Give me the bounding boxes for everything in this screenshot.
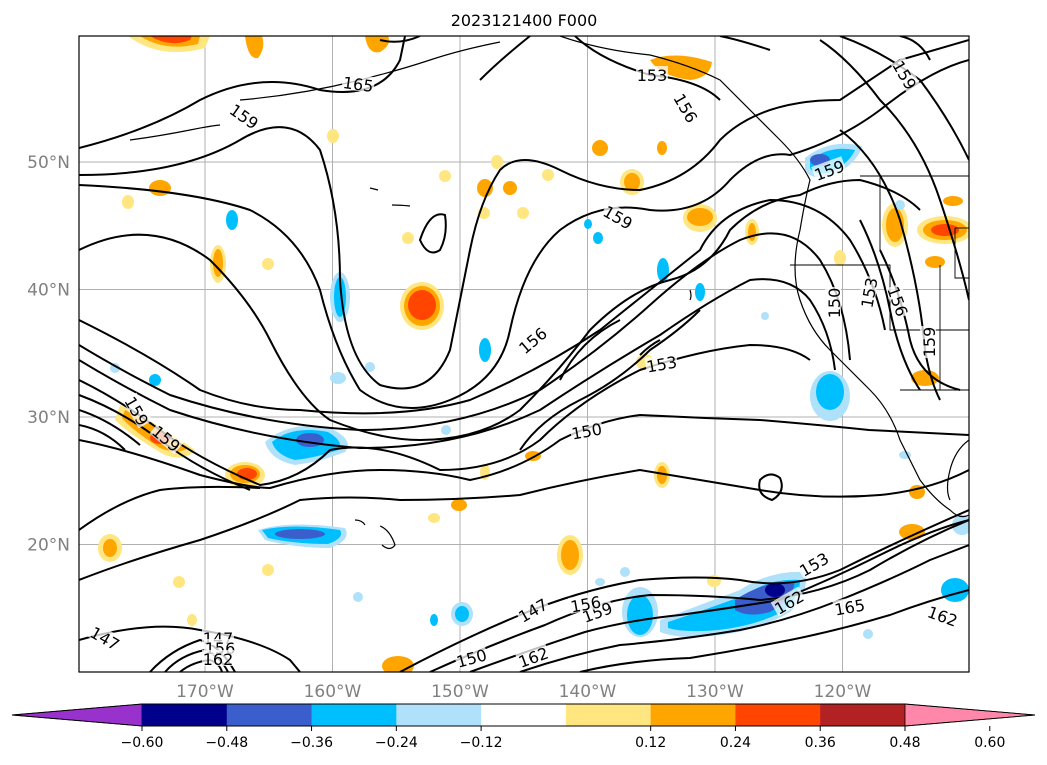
colorbar-segment [650, 704, 736, 726]
contour-label-background [920, 326, 936, 358]
latitude-tick-label: 20°N [27, 536, 70, 556]
contour-label-background [514, 594, 551, 625]
longitude-tick-label: 130°W [686, 682, 744, 702]
contour-label-background [770, 586, 807, 617]
contour-label-background [149, 421, 185, 455]
colorbar-tick-label: −0.36 [290, 735, 333, 751]
colorbar-segment [226, 704, 313, 726]
colorbar-tick-label: −0.12 [460, 735, 503, 751]
contour-label-background [644, 352, 679, 374]
contour-label-background [832, 595, 867, 617]
contour-label-background [857, 275, 879, 310]
colorbar-tick-label: 0.60 [974, 735, 1005, 751]
contour-label: 165 [342, 73, 375, 96]
colorbar-tick-label: −0.60 [121, 735, 164, 751]
contour-label-background [671, 89, 702, 126]
colorbar-tick-label: −0.48 [205, 735, 248, 751]
contour-label: 153 [637, 66, 668, 85]
longitude-tick-labels: 170°W 160°W 150°W 140°W 130°W 120°W [176, 682, 871, 702]
colorbar-segment [820, 704, 906, 726]
height-contours [79, 36, 969, 672]
contour-label-background [600, 201, 637, 232]
colorbar-extend-low [11, 703, 143, 727]
contour-label-background [122, 392, 153, 429]
contour-label: 159 [920, 327, 939, 358]
latitude-tick-label: 50°N [27, 153, 70, 173]
colorbar-tick-label: −0.24 [375, 735, 418, 751]
colorbar-segment [735, 704, 821, 726]
colorbar-segment [142, 704, 228, 726]
contour-label-background [890, 56, 921, 93]
contour-label-background [811, 156, 847, 183]
longitude-tick-label: 160°W [304, 682, 362, 702]
contour-label-background [569, 419, 604, 441]
colorbar-segment [481, 704, 567, 726]
contour-label-background [579, 598, 615, 625]
colorbar-tick-label: 0.12 [635, 735, 666, 751]
contour-label-background [341, 72, 376, 94]
contour-label-background [87, 622, 124, 653]
longitude-tick-label: 170°W [176, 682, 234, 702]
contour-label: 150 [825, 288, 844, 319]
contour-label-background [453, 645, 489, 669]
map-frame [78, 35, 970, 673]
longitude-tick-label: 120°W [814, 682, 872, 702]
contour-label-background [514, 323, 550, 357]
contour-label-background [885, 283, 912, 319]
positive-anomaly-patch [98, 36, 969, 672]
longitude-tick-label: 150°W [431, 682, 489, 702]
contour-label-background [202, 650, 234, 666]
contour-label-background [925, 602, 961, 629]
latitude-tick-labels: 50°N 40°N 30°N 20°N [27, 153, 70, 556]
colorbar-tick-label: 0.24 [720, 735, 751, 751]
coastlines [129, 36, 969, 550]
contour-label-background [795, 548, 832, 579]
contour-label-background [227, 99, 263, 132]
latitude-tick-label: 30°N [27, 408, 70, 428]
latitude-tick-label: 40°N [27, 281, 70, 301]
colorbar-extend-high [904, 703, 1036, 727]
contour-label: 162 [203, 650, 234, 669]
contour-label-background [568, 592, 603, 614]
colorbar-tick-label: 0.36 [805, 735, 836, 751]
longitude-tick-label: 140°W [559, 682, 617, 702]
colorbar-segment [396, 704, 482, 726]
colorbar: −0.60 −0.48 −0.36 −0.24 −0.12 0.12 0.24 0.36 0.4… [11, 703, 1036, 751]
contour-label-background [825, 287, 841, 319]
figure-title: 2023121400 F000 [451, 11, 598, 30]
colorbar-tick-label: 0.48 [889, 735, 920, 751]
contour-label-background [636, 66, 668, 82]
contour-label-background [515, 643, 551, 670]
colorbar-segment [565, 704, 652, 726]
colorbar-segment [311, 704, 397, 726]
